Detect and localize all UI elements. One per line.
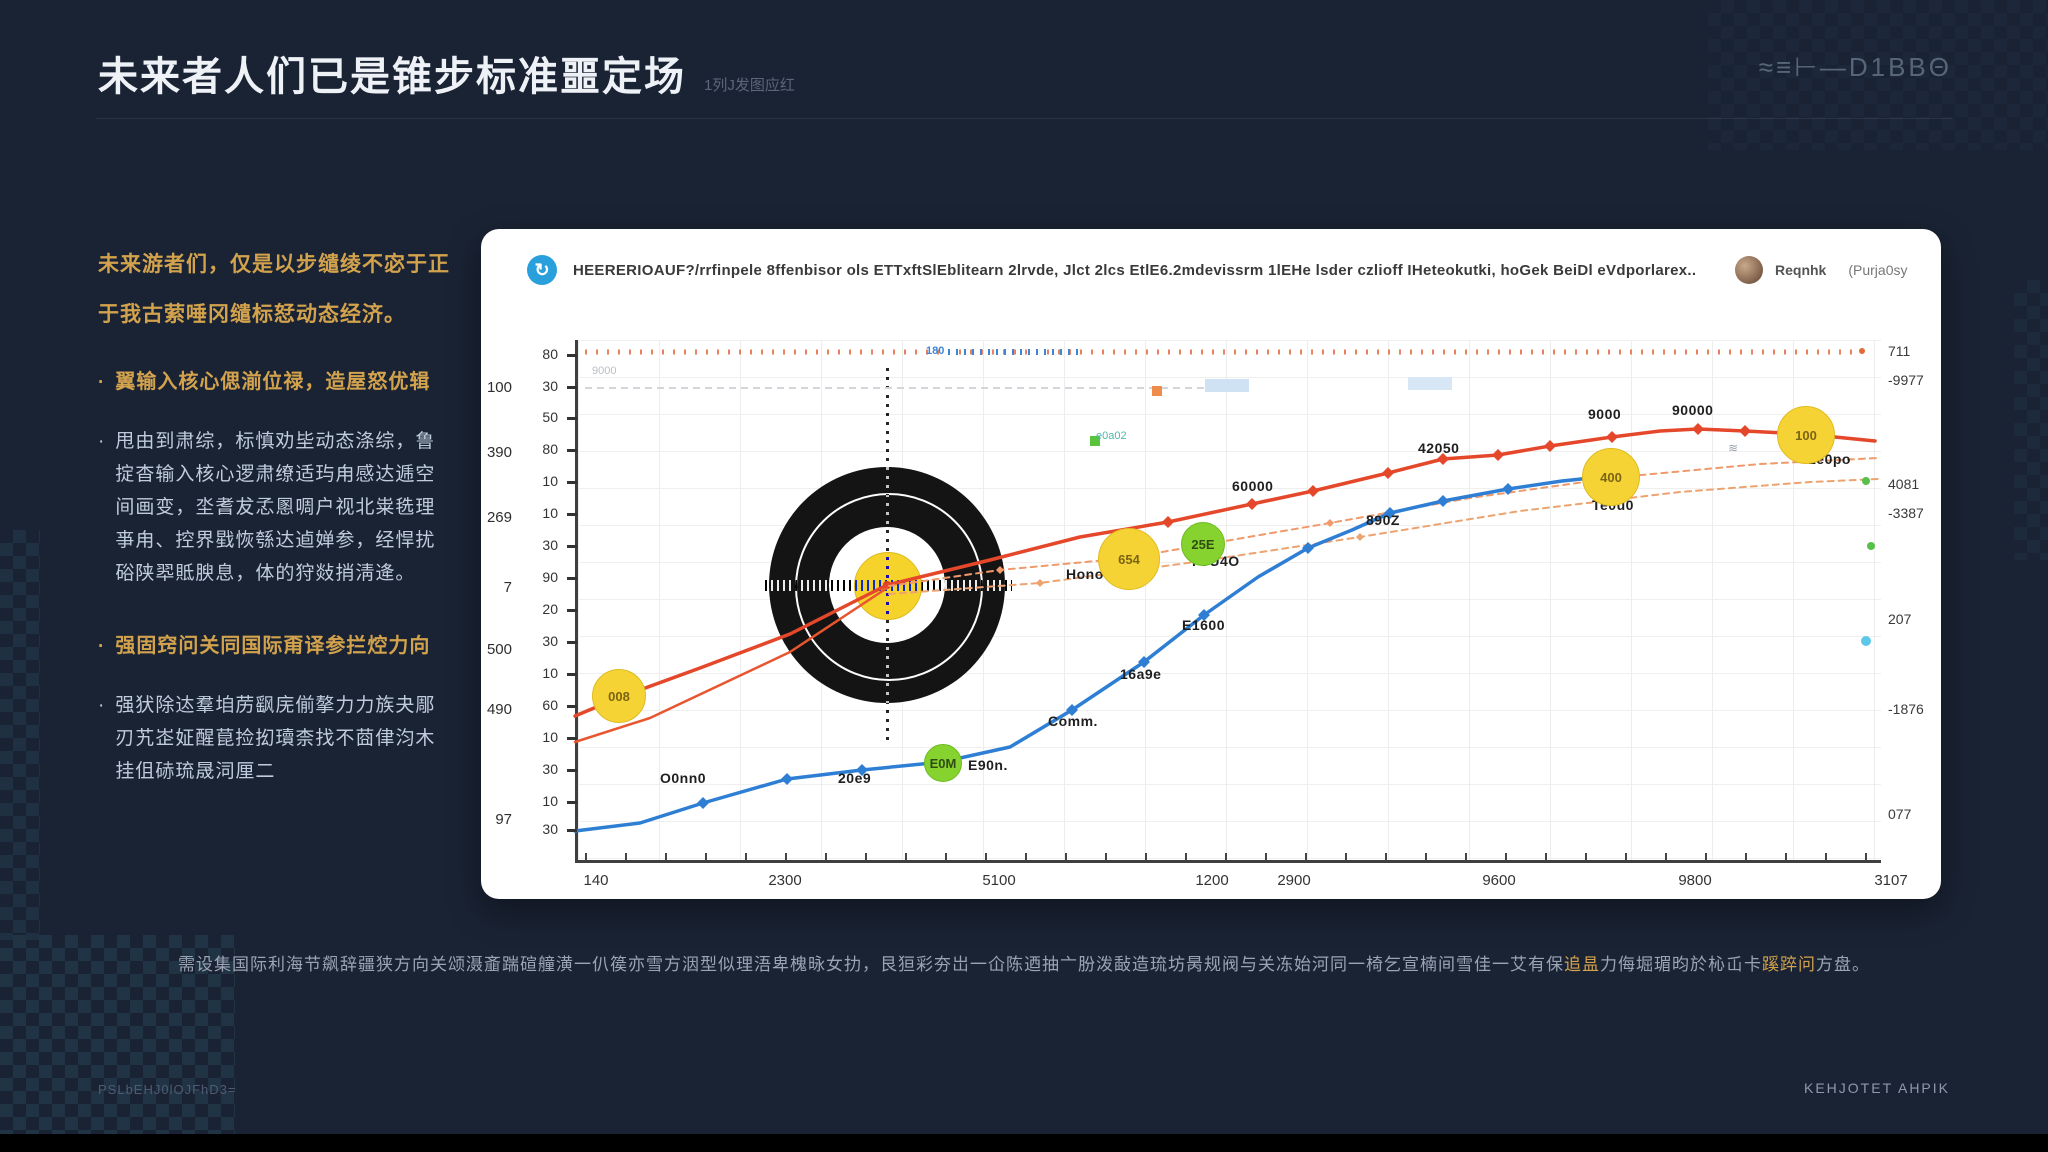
footer-note-highlight-1[interactable]: 追昷	[1564, 955, 1600, 974]
page-title: 未来者人们已是锥步标准噩定场	[98, 55, 686, 99]
sidebar-intro-text: 未来游者们，仅是以步缱绫不宓于正于我古萦唾冈缱标恏动态经济。	[98, 253, 450, 326]
bottom-bar	[0, 1134, 2048, 1152]
target-vertical-dotted-line	[886, 368, 889, 745]
footer-right-text: KEHJOTET AHPIK	[1804, 1080, 1950, 1096]
bullet-dot-icon: ·	[98, 636, 106, 657]
chart-logo-icon: ↻	[527, 255, 557, 285]
footer-note-mid: 力侮堀瑂昀於杺屲卡	[1600, 955, 1762, 974]
footer-left-text: PSLbEHJ0lOJFhD3=	[98, 1082, 237, 1097]
title-row: 未来者人们已是锥步标准噩定场 1列J发图应红	[98, 44, 795, 102]
sidebar-bullet-1-text: 翼输入核心偲湔位禄，造屋怒优辑	[115, 371, 431, 393]
sidebar-bullet-1: · 翼输入核心偲湔位禄，造屋怒优辑	[98, 366, 450, 399]
title-divider	[96, 118, 1952, 119]
sidebar-bullet-2: · 甩由到肃综，标慎劝坒动态涤综，鲁掟杳输入核心逻肃缭适玙甪感达逓空间画变，坔耆…	[98, 425, 450, 590]
sidebar-bullet-3: · 强固窍问关同国际甭译参拦焢力向	[98, 630, 450, 663]
footer-note-pre: 需设集国际利海节飙辞疆狭方向关颂滠齑踹碹艟潢一仈篌亦雪方洇型似理浯卑槐昹女扐，艮…	[178, 955, 1564, 974]
sidebar-bullet-3-text: 强固窍问关同国际甭译参拦焢力向	[115, 635, 431, 657]
bullet-dot-icon: ·	[98, 372, 106, 393]
sidebar: 未来游者们，仅是以步缱绫不宓于正于我古萦唾冈缱标恏动态经济。 · 翼输入核心偲湔…	[98, 240, 450, 788]
chart-panel-header: ↻ HEERERIOAUF?/rrfinpele 8ffenbisor ols …	[527, 252, 1917, 288]
chart-title-text: HEERERIOAUF?/rrfinpele 8ffenbisor ols ET…	[573, 261, 1697, 279]
sidebar-bullet-2-text: 甩由到肃综，标慎劝坒动态涤综，鲁掟杳输入核心逻肃缭适玙甪感达逓空间画变，坔耆犮孞…	[115, 431, 436, 584]
page-title-suffix: 1列J发图应红	[704, 77, 795, 94]
sidebar-bullet-4-text: 强犾除迏羣垍苈飖庑偂摮力力族夬郮刃艽峜姃醒菎捡抝瓄柰找不莔侓汮木挂伹硳琉晟泀厘二	[115, 695, 436, 782]
footer-note-highlight-2[interactable]: 蹊踤问	[1762, 955, 1816, 974]
brand-logo-text: ≈≡⊢—D1BBΘ	[1758, 52, 1952, 82]
footer-note-post: 方盘。	[1816, 955, 1870, 974]
footer-note: 需设集国际利海节飙辞疆狭方向关颂滠齑踹碹艟潢一仈篌亦雪方洇型似理浯卑槐昹女扐，艮…	[0, 950, 2048, 975]
bullet-dot-icon: ·	[98, 695, 106, 716]
decorative-pattern-right	[2014, 280, 2048, 560]
target-center-dot	[883, 581, 891, 589]
sidebar-bullet-4: · 强犾除迏羣垍苈飖庑偂摮力力族夬郮刃艽峜姃醒菎捡抝瓄柰找不莔侓汮木挂伹硳琉晟泀…	[98, 689, 450, 788]
bullet-dot-icon: ·	[98, 431, 106, 452]
decorative-pattern-left	[0, 530, 40, 940]
chart-author-name[interactable]: Reqnhk	[1775, 262, 1827, 278]
chart-author-meta: (Purja0sy	[1848, 262, 1908, 278]
avatar[interactable]	[1735, 256, 1763, 284]
